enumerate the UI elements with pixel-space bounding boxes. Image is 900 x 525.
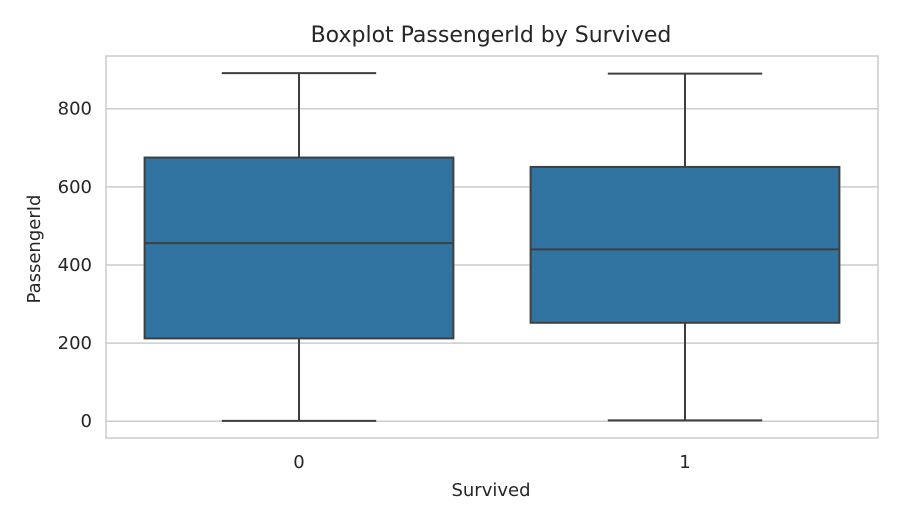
y-tick-labels: 0 200 400 600 800 (58, 99, 92, 432)
x-axis-label: Survived (451, 480, 530, 501)
y-axis-label: PassengerId (24, 195, 45, 304)
chart-title: Boxplot PassengerId by Survived (311, 23, 672, 48)
y-tick-label: 600 (58, 177, 92, 198)
y-tick-label: 800 (58, 99, 92, 120)
y-tick-label: 0 (81, 411, 92, 432)
x-tick-label: 1 (679, 452, 690, 473)
plot-frame (105, 55, 879, 439)
box-iqr (143, 156, 455, 340)
box-group (143, 72, 841, 422)
x-tick-label: 0 (293, 452, 304, 473)
box-iqr (529, 165, 841, 324)
y-tick-label: 200 (58, 333, 92, 354)
y-tick-label: 400 (58, 255, 92, 276)
